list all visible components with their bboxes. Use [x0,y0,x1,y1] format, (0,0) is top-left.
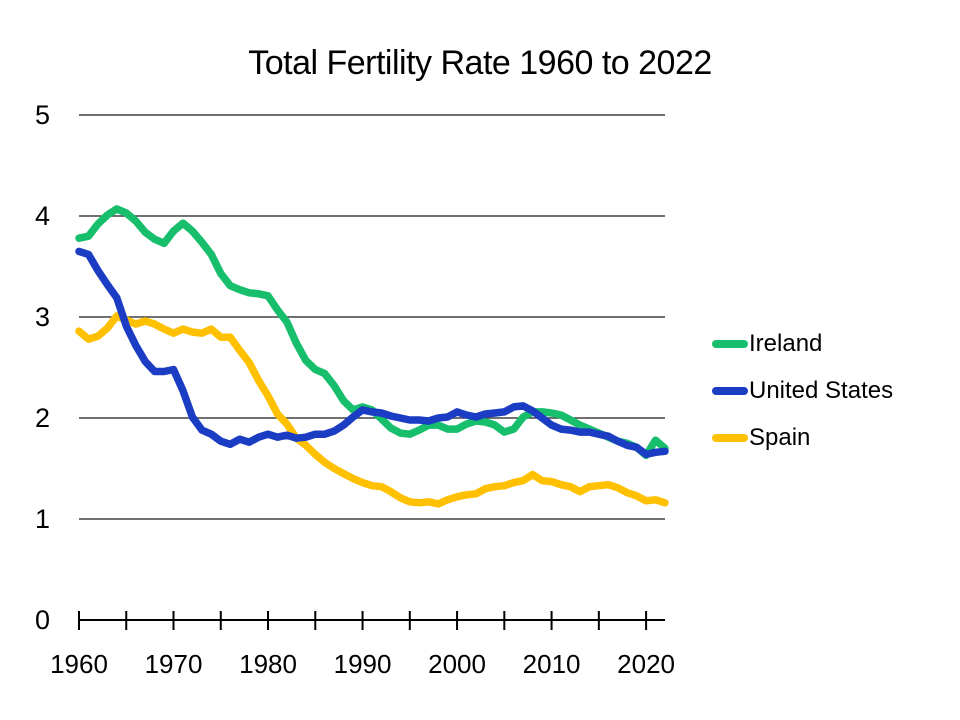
legend-label: Ireland [749,329,823,357]
legend-label: United States [749,376,894,404]
y-axis-label: 3 [34,302,50,332]
legend-item-ireland: Ireland [712,328,893,359]
x-axis-label: 2000 [428,649,486,679]
series-line-spain [75,312,669,508]
x-axis-label: 2020 [617,649,676,679]
x-axis-label: 1980 [239,649,297,679]
x-axis-label: 1970 [144,649,203,679]
legend-item-united-states: United States [712,375,893,406]
y-axis-label: 0 [34,605,50,635]
series-line-united-states [75,247,669,459]
legend-marker-icon [712,433,748,442]
chart-title: Total Fertility Rate 1960 to 2022 [248,44,712,82]
legend-label: Spain [749,423,811,451]
y-axis-label: 4 [34,201,50,231]
legend-marker-icon [712,386,748,395]
y-axis-label: 1 [34,504,50,534]
x-axis-label: 1990 [333,649,392,679]
y-axis-label: 2 [34,403,50,433]
chart-legend: Ireland United States Spain [712,328,893,469]
x-axis-label: 2010 [522,649,581,679]
legend-item-spain: Spain [712,422,893,453]
y-axis-label: 5 [34,100,50,130]
x-axis-label: 1960 [50,649,108,679]
legend-marker-icon [712,339,748,348]
